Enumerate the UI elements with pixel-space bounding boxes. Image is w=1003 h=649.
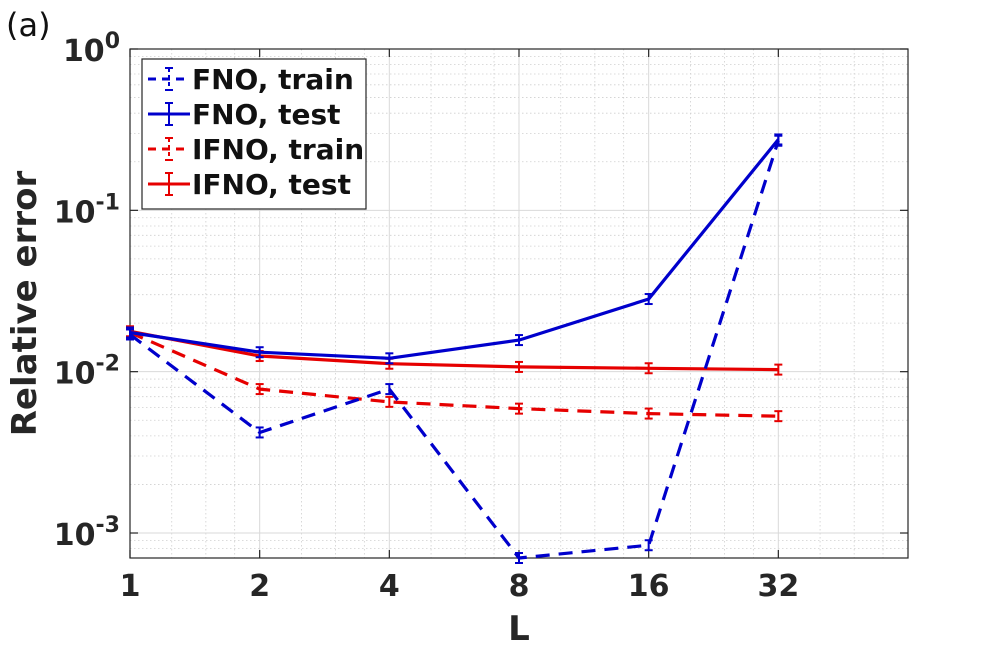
series-line-ifno-test: [129, 329, 779, 372]
x-tick-label: 16: [628, 569, 670, 604]
y-axis-label: Relative error: [5, 171, 45, 437]
y-tick-label: 10-3: [54, 513, 120, 553]
series-line-ifno-train: [129, 331, 779, 418]
x-tick-label: 1: [120, 569, 141, 604]
legend-label-fno-test: FNO, test: [192, 98, 341, 131]
legend-label-ifno-train: IFNO, train: [192, 133, 364, 166]
x-tick-label: 8: [509, 569, 530, 604]
y-axis: 100 10-1 10-2 10-3: [54, 29, 908, 553]
legend-label-ifno-test: IFNO, test: [192, 168, 351, 201]
x-axis-label: L: [508, 609, 530, 649]
x-axis: 1 2 4 8 16 32: [120, 49, 799, 604]
y-tick-label: 10-2: [54, 352, 120, 392]
series-line-fno-train: [129, 140, 780, 560]
series-line-fno-test: [129, 138, 780, 360]
y-tick-label: 10-1: [54, 190, 120, 230]
series-group: [126, 133, 783, 564]
x-tick-label: 32: [757, 569, 799, 604]
x-tick-label: 4: [379, 569, 400, 604]
legend-label-fno-train: FNO, train: [192, 63, 354, 96]
x-tick-label: 2: [249, 569, 270, 604]
y-tick-label: 100: [63, 29, 120, 69]
panel-label: (a): [6, 6, 51, 44]
